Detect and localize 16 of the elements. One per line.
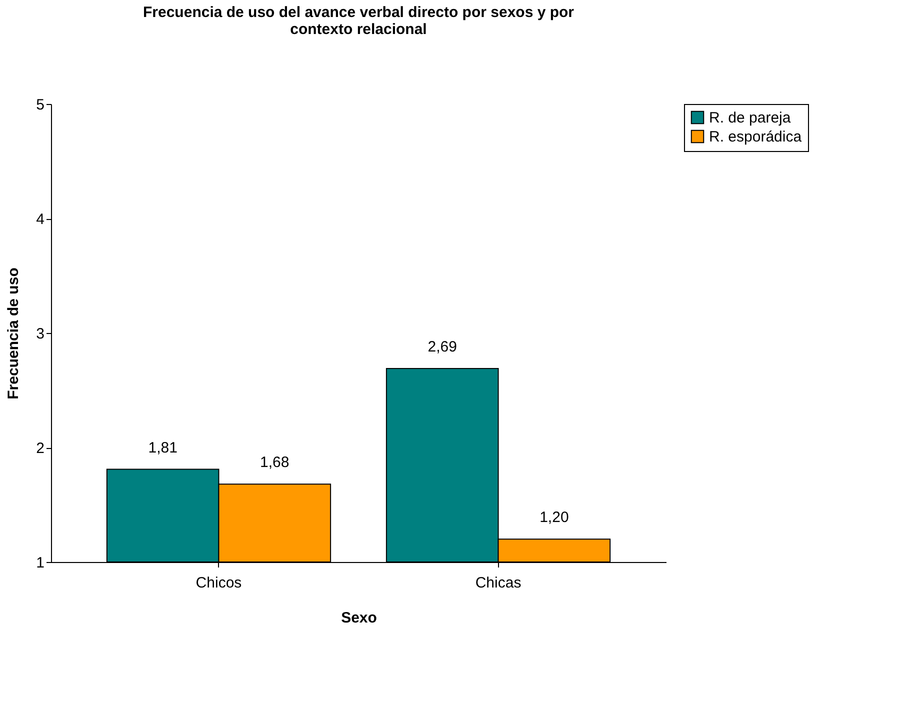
y-tick-label: 3 [36, 326, 44, 342]
x-tick-label: Chicos [196, 574, 242, 592]
y-tick-label: 2 [36, 440, 44, 457]
data-label: 1,81 [148, 439, 178, 456]
x-tick-label: Chicas [475, 574, 522, 592]
y-axis-title: Frecuencia de uso [5, 268, 22, 400]
legend-label: R. esporádica [709, 128, 802, 146]
data-label: 1,20 [540, 509, 569, 526]
chart-title: Frecuencia de uso del avance verbal directo por sexos y por contexto relacional [142, 4, 574, 38]
y-tick-label: 4 [36, 211, 44, 228]
data-label: 1,68 [260, 454, 290, 472]
data-label: 2,69 [428, 338, 457, 356]
x-axis-title: Sexo [341, 610, 377, 626]
y-tick-label: 5 [36, 96, 44, 114]
legend-label: R. de pareja [709, 110, 792, 126]
y-tick-label: 1 [36, 554, 44, 572]
